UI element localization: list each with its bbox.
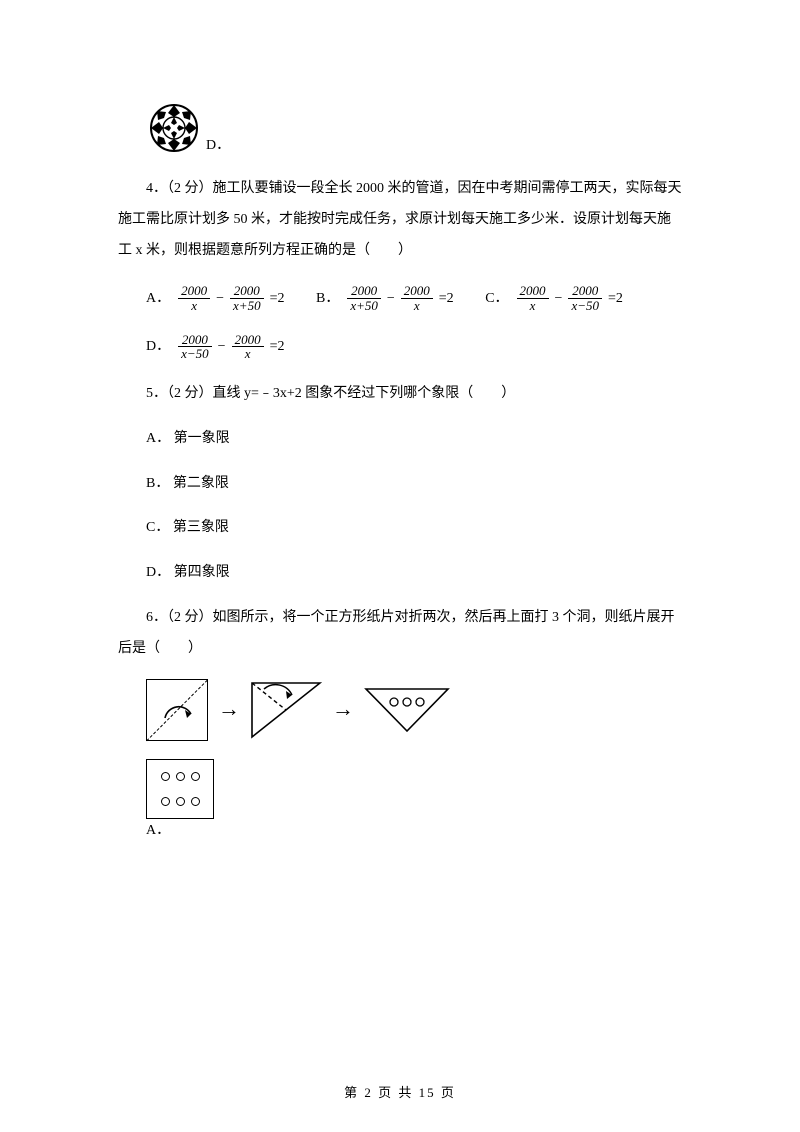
- q6-text: 6．（2 分）如图所示，将一个正方形纸片对折两次，然后再上面打 3 个洞，则纸片…: [118, 603, 682, 665]
- q4-option-D[interactable]: D． 2000x−50 − 2000x =2: [118, 333, 284, 361]
- triangle-holes-icon: [364, 687, 450, 733]
- q5-option-D[interactable]: D． 第四象限: [118, 558, 682, 589]
- q5-option-C[interactable]: C． 第三象限: [118, 513, 682, 544]
- circular-pattern-icon: [146, 100, 202, 156]
- page-footer: 第 2 页 共 15 页: [0, 1084, 800, 1102]
- q6-diagram: → →: [146, 679, 682, 741]
- fraction: 2000x+50: [230, 284, 264, 312]
- arrow-icon: →: [332, 694, 354, 725]
- fraction: 2000x−50: [178, 333, 212, 361]
- q6-option-A-label: A．: [146, 823, 170, 838]
- fraction: 2000x+50: [347, 284, 381, 312]
- arrow-icon: →: [218, 694, 240, 725]
- fraction: 2000x: [178, 284, 210, 312]
- q5-option-B[interactable]: B． 第二象限: [118, 469, 682, 500]
- q4-option-A[interactable]: A． 2000x − 2000x+50 =2: [118, 284, 284, 312]
- fold-square-icon: [146, 679, 208, 741]
- fraction: 2000x−50: [568, 284, 602, 312]
- q5-option-A[interactable]: A． 第一象限: [118, 424, 682, 455]
- q6-option-A[interactable]: [118, 759, 682, 819]
- q4-option-B[interactable]: B． 2000x+50 − 2000x =2: [288, 284, 454, 312]
- fold-triangle-icon: [250, 681, 322, 739]
- q4-option-C[interactable]: C． 2000x − 2000x−50 =2: [457, 284, 623, 312]
- q4-option-A-label: A．: [146, 289, 170, 309]
- q3-option-D[interactable]: D．: [118, 100, 682, 156]
- q4-text: 4．（2 分）施工队要铺设一段全长 2000 米的管道，因在中考期间需停工两天，…: [118, 174, 682, 266]
- q5-text: 5．（2 分）直线 y=﹣3x+2 图象不经过下列哪个象限（ ）: [118, 379, 682, 410]
- fraction: 2000x: [517, 284, 549, 312]
- q4-option-C-label: C．: [485, 289, 508, 309]
- q4-option-D-label: D．: [146, 337, 170, 357]
- q6-optA-icon: [146, 759, 214, 819]
- q3-option-D-label: D．: [206, 136, 230, 156]
- fraction: 2000x: [232, 333, 264, 361]
- fraction: 2000x: [401, 284, 433, 312]
- q4-option-B-label: B．: [316, 289, 339, 309]
